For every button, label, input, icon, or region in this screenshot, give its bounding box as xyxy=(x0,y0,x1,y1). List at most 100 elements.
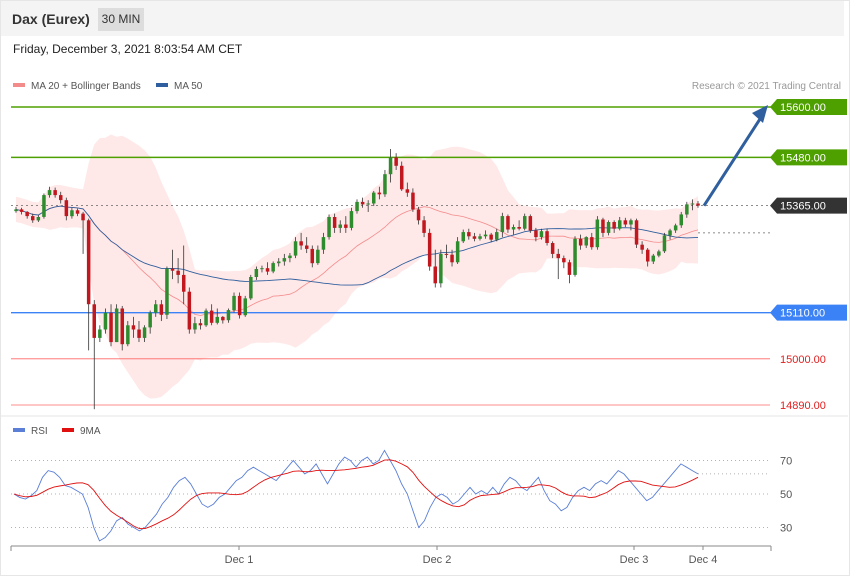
ma20-label: MA 20 + Bollinger Bands xyxy=(31,81,141,92)
level-label-2: 15365.00 xyxy=(780,201,826,213)
candle-body xyxy=(81,213,85,221)
legend-9ma: 9MA xyxy=(62,426,101,437)
candle-body xyxy=(578,238,583,246)
candle-body xyxy=(372,192,376,204)
candle-body xyxy=(601,219,605,233)
candle-body xyxy=(25,211,29,217)
candle-body xyxy=(427,232,432,267)
candle-body xyxy=(377,192,382,195)
candle-body xyxy=(584,237,588,246)
candle-body xyxy=(606,222,611,233)
rsi-ma9-line xyxy=(13,459,699,530)
candle-body xyxy=(19,209,24,212)
candle-body xyxy=(114,308,119,343)
candle-body xyxy=(696,203,700,206)
candle-body xyxy=(685,204,689,215)
candle-body xyxy=(422,220,426,233)
candle-body xyxy=(59,195,63,201)
x-tick-label-3: Dec 4 xyxy=(689,554,718,566)
candle-body xyxy=(595,219,600,248)
candle-body xyxy=(288,255,292,259)
timeframe-badge[interactable]: 30 MIN xyxy=(98,8,144,31)
level-tag-1 xyxy=(770,149,847,166)
candle-body xyxy=(439,253,443,284)
candle-body xyxy=(651,255,655,262)
candle-body xyxy=(545,231,549,243)
candle-body xyxy=(154,304,158,313)
credit-text: Research © 2021 Trading Central xyxy=(691,81,841,92)
candle-body xyxy=(148,312,152,328)
candle-body xyxy=(657,251,661,256)
candle-body xyxy=(36,217,41,221)
candle-body xyxy=(103,312,108,330)
timestamp: Friday, December 3, 2021 8:03:54 AM CET xyxy=(13,42,243,56)
candle-body xyxy=(455,241,460,263)
candle-body xyxy=(500,216,505,232)
forecast-arrow-shaft xyxy=(702,118,762,207)
candle-body xyxy=(165,268,169,315)
candle-body xyxy=(673,225,678,231)
x-tick-label-1: Dec 2 xyxy=(423,554,452,566)
x-tick-label-0: Dec 1 xyxy=(225,554,254,566)
chart-header: Dax (Eurex) 30 MIN xyxy=(1,1,844,36)
candle-body xyxy=(170,268,175,271)
x-tick-label-2: Dec 3 xyxy=(620,554,649,566)
candle-body xyxy=(182,274,186,292)
ma20-line xyxy=(15,205,699,316)
candles-group xyxy=(14,148,700,410)
ma9-swatch-icon xyxy=(62,428,74,433)
candle-body xyxy=(388,157,393,175)
candle-body xyxy=(567,262,572,275)
candle-body xyxy=(293,241,298,256)
candle-body xyxy=(690,203,695,205)
candle-body xyxy=(416,209,421,221)
ma50-label: MA 50 xyxy=(174,81,203,92)
legend-ma50: MA 50 xyxy=(156,81,202,92)
level-label-1: 15480.00 xyxy=(780,152,826,164)
candle-body xyxy=(159,304,164,315)
candle-body xyxy=(327,217,331,238)
candle-body xyxy=(237,295,242,316)
candle-body xyxy=(260,268,264,270)
legend-ma20: MA 20 + Bollinger Bands xyxy=(13,81,141,92)
candle-body xyxy=(131,325,136,330)
level-label-4: 15000.00 xyxy=(780,354,826,366)
candle-body xyxy=(506,216,510,230)
candle-body xyxy=(573,238,577,275)
candle-body xyxy=(98,329,102,338)
candle-body xyxy=(640,244,644,250)
candle-body xyxy=(355,201,359,212)
instrument-title: Dax (Eurex) xyxy=(12,11,90,27)
candle-body xyxy=(405,189,410,193)
candle-body xyxy=(316,249,320,264)
candle-body xyxy=(467,232,471,237)
candle-body xyxy=(277,261,281,264)
candle-body xyxy=(70,210,74,217)
candle-body xyxy=(495,232,499,240)
candle-body xyxy=(646,249,650,262)
candle-body xyxy=(86,220,91,305)
level-label-5: 14890.00 xyxy=(780,400,826,412)
candle-body xyxy=(109,312,113,343)
candle-body xyxy=(612,222,616,229)
candle-body xyxy=(209,310,214,323)
candle-body xyxy=(383,174,387,195)
candle-body xyxy=(634,220,639,245)
candle-body xyxy=(489,234,493,240)
candle-body xyxy=(321,237,326,250)
candle-body xyxy=(679,214,683,226)
candle-body xyxy=(528,216,533,231)
candle-body xyxy=(433,266,437,284)
candle-body xyxy=(305,245,309,249)
candle-body xyxy=(511,227,516,230)
candle-body xyxy=(42,195,46,217)
candle-body xyxy=(92,304,96,338)
ma50-swatch-icon xyxy=(156,83,168,88)
candle-body xyxy=(344,224,348,228)
candle-body xyxy=(472,236,477,239)
candle-body xyxy=(310,248,314,264)
candle-body xyxy=(623,220,628,225)
candle-body xyxy=(523,216,527,229)
candle-body xyxy=(193,323,197,330)
